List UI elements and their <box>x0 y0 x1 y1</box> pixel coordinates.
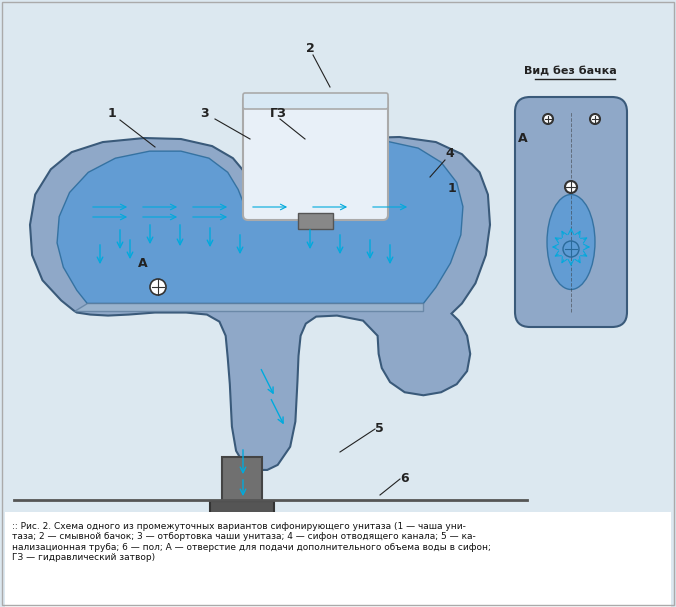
Text: Вид без бачка: Вид без бачка <box>524 67 617 77</box>
Text: :: Рис. 2. Схема одного из промежуточных вариантов сифонирующего унитаза (1 — ча: :: Рис. 2. Схема одного из промежуточных… <box>12 522 491 562</box>
Circle shape <box>565 181 577 193</box>
Text: А: А <box>518 132 528 146</box>
Text: ГЗ: ГЗ <box>270 107 287 120</box>
Text: 3: 3 <box>200 107 209 120</box>
Bar <box>222 457 262 517</box>
Text: 1: 1 <box>108 107 117 120</box>
Circle shape <box>150 279 166 295</box>
Text: 1: 1 <box>448 182 457 195</box>
Circle shape <box>590 114 600 124</box>
FancyBboxPatch shape <box>515 97 627 327</box>
Text: 2: 2 <box>306 42 315 55</box>
Text: 5: 5 <box>375 422 384 435</box>
Bar <box>298 213 333 229</box>
FancyBboxPatch shape <box>243 93 388 109</box>
Polygon shape <box>74 304 423 311</box>
Bar <box>210 501 274 517</box>
Text: 4: 4 <box>445 147 454 160</box>
Circle shape <box>563 241 579 257</box>
Bar <box>5 512 671 607</box>
Text: А: А <box>138 257 147 270</box>
Circle shape <box>543 114 553 124</box>
Text: 6: 6 <box>400 472 408 485</box>
Ellipse shape <box>547 194 595 290</box>
Bar <box>218 515 266 539</box>
FancyBboxPatch shape <box>243 95 388 220</box>
Polygon shape <box>30 137 490 470</box>
Polygon shape <box>57 141 463 304</box>
